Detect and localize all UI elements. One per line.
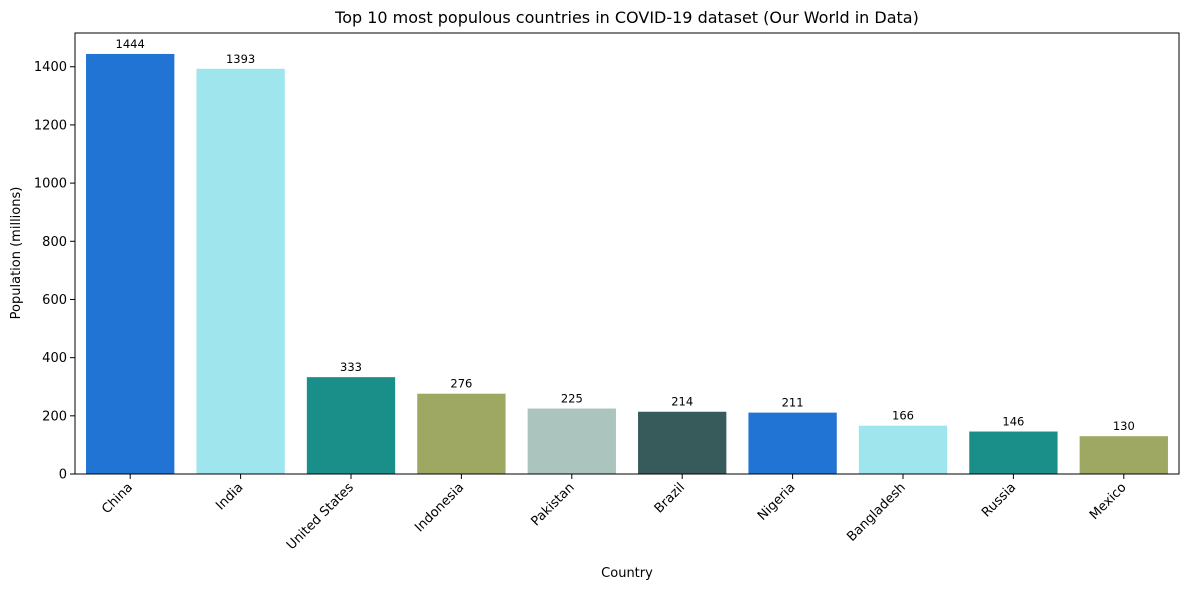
- x-tick-label: Nigeria: [755, 480, 798, 523]
- x-tick-label: China: [99, 480, 136, 517]
- y-tick-label: 200: [42, 409, 67, 424]
- bar-value-label: 211: [782, 396, 804, 410]
- y-tick-label: 1000: [34, 177, 67, 192]
- x-tick-label: United States: [284, 480, 357, 553]
- bar-value-label: 130: [1113, 419, 1135, 433]
- y-axis: 0 200 400 600 800 1000 1200 1400: [34, 60, 75, 483]
- bar: [86, 53, 175, 475]
- x-tick-label: Bangladesh: [844, 480, 909, 545]
- bar-value-label: 225: [561, 392, 583, 406]
- bar-value-label: 166: [892, 409, 914, 423]
- y-tick-label: 800: [42, 235, 67, 250]
- bar: [417, 393, 506, 474]
- x-axis: China India United States Indonesia Pakistan…: [99, 474, 1130, 553]
- chart-title: Top 10 most populous countries in COVID-…: [334, 8, 919, 27]
- bar-value-label: 333: [340, 360, 362, 374]
- x-tick-label: Brazil: [652, 480, 688, 516]
- x-tick-label: Pakistan: [529, 480, 578, 529]
- bar-value-label: 146: [1002, 415, 1024, 429]
- data-labels-group: 1444 1393 333 276 225 214 211 166 146 130: [116, 37, 1135, 433]
- x-axis-title: Country: [601, 566, 653, 581]
- x-tick-label: Indonesia: [412, 480, 467, 535]
- bar: [748, 412, 837, 474]
- bar: [196, 68, 285, 475]
- bar: [858, 425, 948, 474]
- bar-value-label: 276: [450, 377, 472, 391]
- x-tick-label: Mexico: [1087, 480, 1130, 523]
- bar-value-label: 214: [671, 395, 693, 409]
- y-tick-label: 400: [42, 351, 67, 366]
- bars-group: [86, 53, 1168, 475]
- y-tick-label: 0: [59, 468, 67, 483]
- x-tick-label: Russia: [979, 480, 1019, 520]
- y-tick-label: 1200: [34, 118, 67, 133]
- bar: [638, 411, 727, 474]
- bar: [306, 377, 396, 474]
- y-tick-label: 600: [42, 293, 67, 308]
- x-tick-label: India: [213, 480, 246, 513]
- bar-value-label: 1393: [226, 52, 255, 66]
- y-tick-label: 1400: [34, 60, 67, 75]
- bar: [1079, 436, 1168, 474]
- plot-frame: [74, 32, 1180, 475]
- y-axis-title: Population (millions): [9, 187, 24, 320]
- bar: [527, 408, 616, 474]
- bar-value-label: 1444: [116, 37, 145, 51]
- bar: [969, 431, 1058, 474]
